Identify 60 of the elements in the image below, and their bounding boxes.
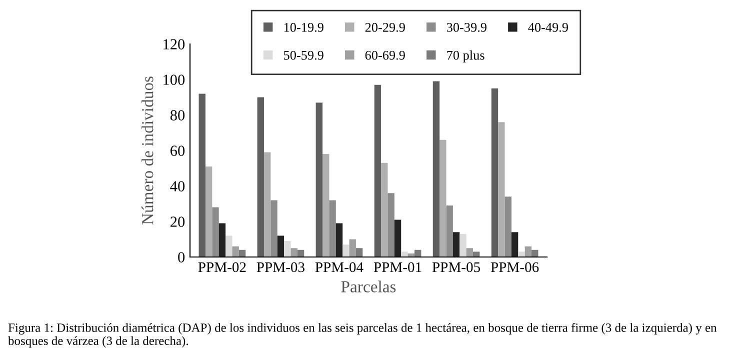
x-tick-label: PPM-05: [432, 262, 480, 272]
bar: [277, 236, 284, 257]
x-tick-label: PPM-03: [256, 262, 304, 272]
bar: [473, 252, 480, 257]
bar: [374, 84, 382, 257]
bar: [342, 244, 350, 257]
x-axis-title: Parcelas: [341, 280, 396, 292]
bar: [284, 241, 291, 257]
bar: [432, 81, 440, 257]
bar: [388, 193, 394, 257]
x-tick-label: PPM-04: [315, 262, 364, 272]
bar: [270, 200, 278, 257]
bar: [491, 88, 498, 257]
bar: [446, 206, 453, 257]
bar: [452, 232, 460, 257]
bar: [504, 196, 512, 257]
bar: [394, 220, 402, 257]
bar: [466, 248, 474, 257]
y-axis-title: Número de individuos: [142, 76, 154, 225]
bar: [336, 223, 343, 257]
x-tick-label: PPM-01: [374, 262, 422, 272]
bar: [356, 248, 363, 257]
y-tick-label: 80: [170, 110, 185, 120]
bar: [511, 232, 518, 257]
bar: [205, 166, 212, 257]
y-tick-label: 100: [164, 74, 185, 85]
bar: [218, 223, 226, 257]
legend-label: 30-39.9: [446, 22, 486, 32]
bar: [226, 236, 232, 257]
y-tick-label: 60: [170, 146, 185, 156]
bar: [524, 246, 532, 257]
legend-label: 70 plus: [447, 50, 484, 62]
x-tick-label: PPM-06: [490, 262, 539, 272]
bar: [440, 140, 446, 257]
y-tick-label: 120: [164, 39, 185, 50]
bar: [460, 234, 466, 257]
y-tick-label: 20: [170, 216, 185, 227]
legend-label: 60-69.9: [365, 50, 405, 60]
bar: [290, 248, 298, 257]
legend-label: 40-49.9: [528, 22, 568, 32]
bar: [232, 246, 239, 257]
bar: [401, 252, 408, 257]
bar: [329, 200, 336, 257]
bar: [316, 102, 323, 257]
y-tick-label: 0: [178, 252, 185, 262]
legend-label: 50-59.9: [284, 50, 324, 60]
bar: [381, 162, 388, 257]
bar: [349, 239, 356, 257]
text: Figura 1: Distribución diamétrica (DAP) de los individuos en las seis parcelas de 1 hectárea, en bosque de tierra firme (3 de la izquierda) y en bosques de várzea (3 de la derecha).: [8, 323, 717, 348]
x-tick-label: PPM-02: [198, 262, 246, 272]
bar: [498, 122, 505, 257]
bar: [198, 94, 206, 257]
y-tick-label: 40: [170, 181, 185, 192]
legend-label: 10-19.9: [284, 22, 324, 32]
bar: [212, 207, 219, 257]
bar: [322, 154, 330, 257]
legend-label: 20-29.9: [365, 22, 405, 32]
bar: [518, 252, 525, 257]
bar: [257, 97, 264, 257]
bar: [264, 152, 271, 257]
